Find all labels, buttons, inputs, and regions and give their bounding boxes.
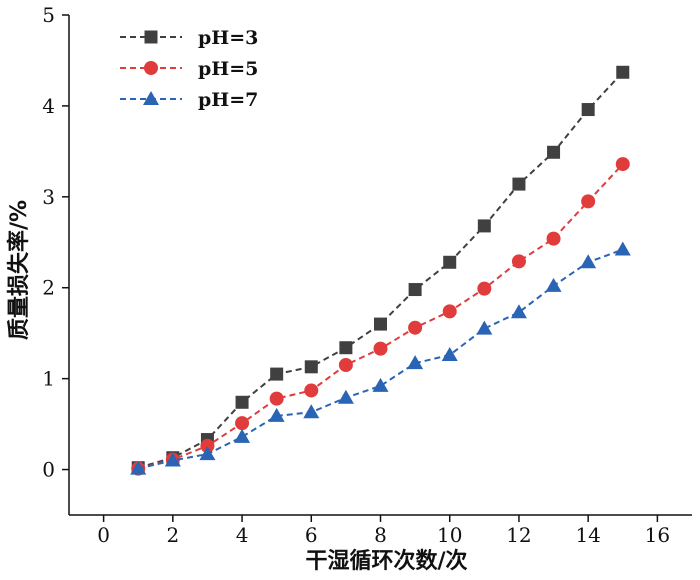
data-point bbox=[512, 177, 526, 191]
series-line bbox=[137, 71, 624, 469]
data-point bbox=[200, 438, 215, 453]
data-point bbox=[581, 194, 596, 209]
legend-item: pH=3 bbox=[120, 27, 258, 49]
data-point bbox=[614, 241, 631, 256]
data-point bbox=[581, 103, 595, 117]
y-tick-label: 4 bbox=[42, 94, 55, 118]
data-point bbox=[270, 367, 284, 381]
data-point bbox=[408, 283, 422, 297]
data-point bbox=[372, 377, 389, 392]
x-tick-label: 16 bbox=[645, 523, 670, 547]
data-point bbox=[235, 395, 249, 409]
data-point bbox=[304, 383, 319, 398]
data-point bbox=[268, 407, 285, 422]
series-line bbox=[137, 248, 624, 470]
y-axis-label: 质量损失率/% bbox=[6, 200, 32, 340]
data-point bbox=[546, 231, 561, 246]
data-point bbox=[547, 145, 561, 159]
x-tick-label: 10 bbox=[437, 523, 462, 547]
data-point bbox=[477, 219, 491, 233]
y-tick-label: 1 bbox=[42, 367, 55, 391]
data-point bbox=[476, 320, 493, 335]
series-1 bbox=[131, 157, 630, 476]
x-tick-label: 0 bbox=[97, 523, 110, 547]
series-2 bbox=[130, 241, 631, 475]
data-point bbox=[580, 254, 597, 269]
y-tick-label: 0 bbox=[42, 458, 55, 482]
legend-label: pH=5 bbox=[198, 58, 258, 80]
data-point bbox=[269, 391, 284, 406]
data-point bbox=[338, 358, 353, 372]
data-point bbox=[337, 389, 354, 404]
x-tick-label: 2 bbox=[166, 523, 179, 547]
data-point bbox=[615, 157, 630, 172]
data-point bbox=[616, 65, 630, 79]
data-point bbox=[373, 341, 388, 356]
data-point bbox=[443, 255, 457, 269]
data-point bbox=[303, 404, 320, 419]
legend-label: pH=3 bbox=[198, 27, 258, 49]
data-point bbox=[510, 304, 527, 319]
x-tick-label: 4 bbox=[236, 523, 249, 547]
data-point bbox=[407, 355, 424, 370]
series-line bbox=[137, 163, 624, 470]
y-tick-label: 5 bbox=[42, 3, 55, 27]
data-point bbox=[164, 452, 181, 467]
legend-label: pH=7 bbox=[198, 89, 258, 111]
data-point bbox=[545, 277, 562, 292]
data-point bbox=[442, 304, 457, 319]
data-point bbox=[199, 446, 216, 461]
y-tick-label: 3 bbox=[42, 185, 55, 209]
data-point bbox=[477, 281, 492, 296]
series-layer bbox=[130, 65, 631, 476]
x-axis-label: 干湿循环次数/次 bbox=[305, 548, 467, 574]
data-point bbox=[408, 320, 423, 335]
data-point bbox=[339, 341, 353, 355]
series-0 bbox=[131, 65, 630, 475]
data-point bbox=[374, 317, 387, 331]
legend-marker bbox=[144, 30, 158, 44]
data-point bbox=[130, 460, 147, 475]
x-tick-label: 14 bbox=[575, 523, 600, 547]
legend-item: pH=5 bbox=[120, 58, 258, 80]
x-tick-label: 12 bbox=[506, 523, 531, 547]
x-tick-label: 6 bbox=[305, 523, 318, 547]
data-point bbox=[234, 428, 251, 443]
legend-item: pH=7 bbox=[120, 89, 258, 111]
data-point bbox=[304, 360, 318, 374]
data-point bbox=[441, 347, 458, 361]
legend: pH=3 pH=5 pH=7 bbox=[120, 27, 258, 111]
legend-marker bbox=[143, 91, 159, 105]
data-point bbox=[511, 254, 526, 269]
x-tick-label: 8 bbox=[374, 523, 387, 547]
legend-marker bbox=[144, 61, 158, 75]
data-point bbox=[235, 416, 250, 431]
y-tick-label: 2 bbox=[42, 276, 55, 300]
